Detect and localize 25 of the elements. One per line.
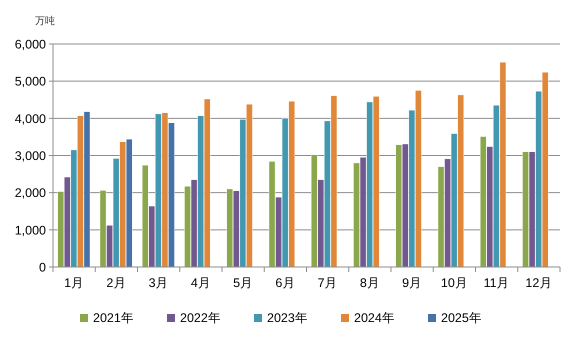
x-tick-label: 6月 <box>275 276 296 290</box>
x-tick-label: 1月 <box>64 276 84 290</box>
x-tick-label: 10月 <box>440 276 468 290</box>
legend-label: 2021年 <box>93 311 134 325</box>
y-tick-label: 1,000 <box>14 223 46 238</box>
y-tick-label: 6,000 <box>14 38 46 52</box>
x-tick-label: 11月 <box>484 276 510 290</box>
legend-label: 2022年 <box>180 311 221 325</box>
legend-label: 2025年 <box>441 311 482 325</box>
x-tick-label: 12月 <box>525 276 552 290</box>
y-tick-label: 5,000 <box>14 74 46 89</box>
legend-label: 2024年 <box>354 311 395 325</box>
x-tick-label: 3月 <box>148 276 169 290</box>
x-tick-label: 4月 <box>190 276 211 290</box>
y-axis-title: 万吨 <box>35 15 55 27</box>
x-tick-label: 9月 <box>402 276 422 290</box>
x-tick-label: 7月 <box>318 276 338 290</box>
x-tick-label: 2月 <box>106 276 126 290</box>
y-tick-label: 3,000 <box>14 149 46 163</box>
y-tick-label: 0 <box>39 260 46 274</box>
x-tick-label: 8月 <box>360 276 380 290</box>
x-tick-label: 5月 <box>233 276 254 290</box>
y-tick-label: 2,000 <box>14 186 46 200</box>
legend-label: 2023年 <box>267 311 308 325</box>
y-tick-label: 4,000 <box>14 112 46 126</box>
